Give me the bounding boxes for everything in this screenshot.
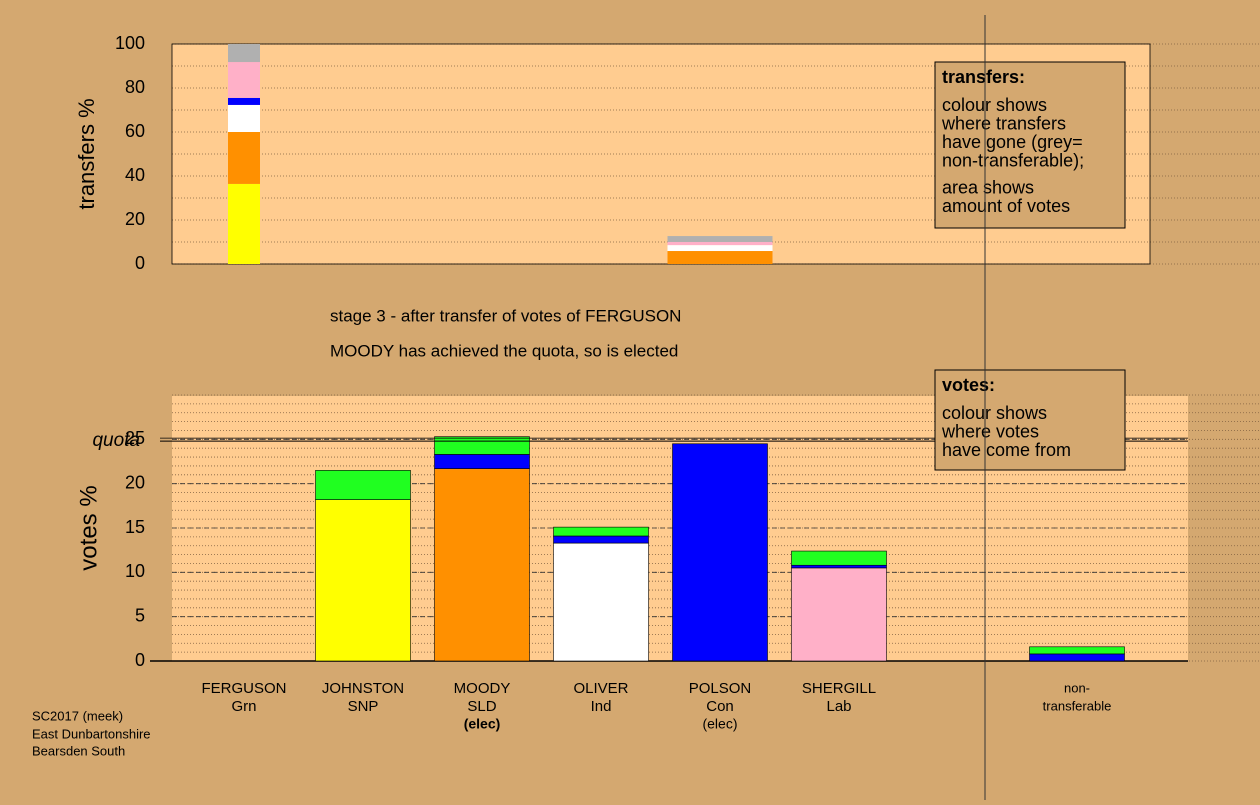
y-axis-label: transfers % — [74, 98, 99, 209]
y-tick-label: 20 — [125, 209, 145, 229]
y-axis-label: votes % — [75, 485, 102, 570]
bar-segment — [434, 468, 530, 662]
bar-segment — [434, 454, 530, 469]
legend-text: where votes — [941, 421, 1039, 441]
y-tick-label: 20 — [125, 472, 145, 492]
bar-segment — [791, 550, 887, 566]
x-tick-sublabel: Con — [706, 698, 734, 715]
legend-text: where transfers — [941, 113, 1066, 133]
x-tick-sublabel: SLD — [467, 698, 496, 715]
legend-box — [934, 369, 1126, 471]
x-tick-sublabel: Lab — [826, 698, 851, 715]
legend-text: colour shows — [942, 403, 1047, 423]
x-tick-note: (elec) — [464, 716, 501, 732]
x-tick-sublabel: Ind — [591, 698, 612, 715]
y-tick-label: 0 — [135, 253, 145, 273]
x-tick-label: JOHNSTON — [322, 680, 404, 697]
legend-heading: votes: — [942, 375, 995, 395]
bar-segment — [228, 183, 260, 264]
legend-text: area shows — [942, 177, 1034, 197]
footer-text: East Dunbartonshire — [32, 726, 151, 741]
bar-segment — [228, 62, 260, 98]
bar-segment — [315, 470, 411, 500]
legend-text: have come from — [942, 440, 1071, 460]
bar-segment — [228, 97, 260, 105]
bar-segment — [434, 436, 530, 455]
bar-segment — [553, 535, 649, 544]
x-tick-label: FERGUSON — [201, 680, 286, 697]
y-tick-label: 5 — [135, 605, 145, 625]
x-tick-sublabel: transferable — [1043, 698, 1112, 713]
y-tick-label: 10 — [125, 561, 145, 581]
footer-text: Bearsden South — [32, 743, 125, 758]
x-tick-sublabel: Grn — [231, 698, 256, 715]
legend-text: non-transferable); — [942, 150, 1084, 170]
legend-text: have gone (grey= — [942, 132, 1083, 152]
x-tick-note: (elec) — [702, 716, 737, 732]
y-tick-label: 60 — [125, 121, 145, 141]
x-tick-label: POLSON — [689, 680, 752, 697]
y-tick-label: 40 — [125, 165, 145, 185]
bar-segment — [315, 499, 411, 662]
chart-title: stage 3 - after transfer of votes of FER… — [330, 306, 681, 325]
y-tick-label: 15 — [125, 517, 145, 537]
x-tick-sublabel: SNP — [348, 698, 379, 715]
bar-segment — [667, 236, 773, 242]
bar-segment — [667, 242, 773, 246]
y-tick-label: 25 — [125, 428, 145, 448]
y-tick-label: 0 — [135, 650, 145, 670]
x-tick-label: non- — [1064, 680, 1090, 695]
legend-box — [934, 61, 1126, 229]
x-tick-label: OLIVER — [573, 680, 628, 697]
bar-segment — [228, 104, 260, 132]
bar-segment — [667, 245, 773, 252]
bar-segment — [1029, 646, 1125, 655]
bar-segment — [553, 542, 649, 662]
bar-segment — [1029, 653, 1125, 662]
y-tick-label: 80 — [125, 77, 145, 97]
footer-text: SC2017 (meek) — [32, 708, 123, 723]
chart-subtitle: MOODY has achieved the quota, so is elec… — [330, 341, 678, 360]
bar-segment — [667, 251, 773, 264]
legend-text: colour shows — [942, 95, 1047, 115]
bar-segment — [228, 44, 260, 63]
x-tick-label: MOODY — [454, 680, 511, 697]
bar-segment — [228, 132, 260, 184]
legend-heading: transfers: — [942, 67, 1025, 87]
bar-segment — [672, 443, 768, 662]
quota-label: quota — [92, 430, 140, 451]
bar-segment — [791, 567, 887, 662]
bar-segment — [553, 526, 649, 537]
bar-segment — [791, 564, 887, 569]
legend-text: amount of votes — [942, 196, 1070, 216]
x-tick-label: SHERGILL — [802, 680, 876, 697]
plot-border — [171, 43, 1151, 265]
y-tick-label: 100 — [115, 33, 145, 53]
